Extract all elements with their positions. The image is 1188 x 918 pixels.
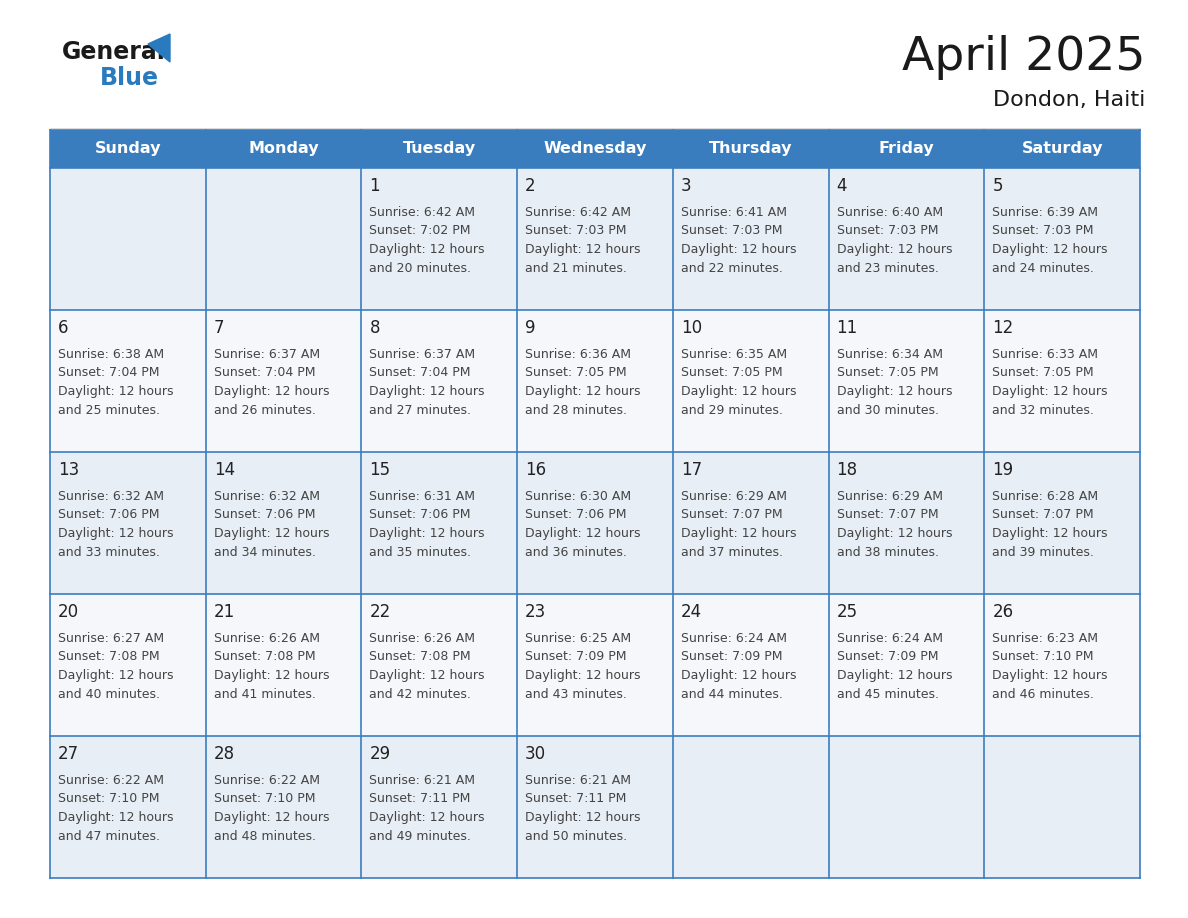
Bar [50,736,1140,878]
Text: Sunrise: 6:42 AM
Sunset: 7:03 PM
Daylight: 12 hours
and 21 minutes.: Sunrise: 6:42 AM Sunset: 7:03 PM Dayligh… [525,206,640,274]
Text: Sunrise: 6:23 AM
Sunset: 7:10 PM
Daylight: 12 hours
and 46 minutes.: Sunrise: 6:23 AM Sunset: 7:10 PM Dayligh… [992,632,1107,700]
Text: April 2025: April 2025 [902,36,1145,81]
Text: 4: 4 [836,177,847,195]
Text: Tuesday: Tuesday [403,141,476,156]
Text: Sunrise: 6:33 AM
Sunset: 7:05 PM
Daylight: 12 hours
and 32 minutes.: Sunrise: 6:33 AM Sunset: 7:05 PM Dayligh… [992,348,1107,417]
Text: Sunrise: 6:41 AM
Sunset: 7:03 PM
Daylight: 12 hours
and 22 minutes.: Sunrise: 6:41 AM Sunset: 7:03 PM Dayligh… [681,206,796,274]
Text: Sunrise: 6:31 AM
Sunset: 7:06 PM
Daylight: 12 hours
and 35 minutes.: Sunrise: 6:31 AM Sunset: 7:06 PM Dayligh… [369,490,485,558]
Text: Sunrise: 6:35 AM
Sunset: 7:05 PM
Daylight: 12 hours
and 29 minutes.: Sunrise: 6:35 AM Sunset: 7:05 PM Dayligh… [681,348,796,417]
Text: Sunrise: 6:28 AM
Sunset: 7:07 PM
Daylight: 12 hours
and 39 minutes.: Sunrise: 6:28 AM Sunset: 7:07 PM Dayligh… [992,490,1107,558]
Text: 20: 20 [58,603,80,621]
Text: Sunrise: 6:30 AM
Sunset: 7:06 PM
Daylight: 12 hours
and 36 minutes.: Sunrise: 6:30 AM Sunset: 7:06 PM Dayligh… [525,490,640,558]
Bar [50,594,1140,736]
Text: Sunrise: 6:24 AM
Sunset: 7:09 PM
Daylight: 12 hours
and 44 minutes.: Sunrise: 6:24 AM Sunset: 7:09 PM Dayligh… [681,632,796,700]
Text: 1: 1 [369,177,380,195]
Text: Friday: Friday [879,141,934,156]
Text: Blue: Blue [100,66,159,90]
Text: 7: 7 [214,319,225,337]
Text: Sunrise: 6:34 AM
Sunset: 7:05 PM
Daylight: 12 hours
and 30 minutes.: Sunrise: 6:34 AM Sunset: 7:05 PM Dayligh… [836,348,952,417]
Text: Sunrise: 6:39 AM
Sunset: 7:03 PM
Daylight: 12 hours
and 24 minutes.: Sunrise: 6:39 AM Sunset: 7:03 PM Dayligh… [992,206,1107,274]
Text: 6: 6 [58,319,69,337]
Text: 23: 23 [525,603,546,621]
Text: 10: 10 [681,319,702,337]
Text: 17: 17 [681,461,702,479]
Text: Sunrise: 6:32 AM
Sunset: 7:06 PM
Daylight: 12 hours
and 34 minutes.: Sunrise: 6:32 AM Sunset: 7:06 PM Dayligh… [214,490,329,558]
Text: Sunrise: 6:37 AM
Sunset: 7:04 PM
Daylight: 12 hours
and 27 minutes.: Sunrise: 6:37 AM Sunset: 7:04 PM Dayligh… [369,348,485,417]
Text: 27: 27 [58,745,80,763]
Text: 18: 18 [836,461,858,479]
Text: 28: 28 [214,745,235,763]
Text: 11: 11 [836,319,858,337]
Text: 26: 26 [992,603,1013,621]
Text: Sunrise: 6:37 AM
Sunset: 7:04 PM
Daylight: 12 hours
and 26 minutes.: Sunrise: 6:37 AM Sunset: 7:04 PM Dayligh… [214,348,329,417]
Text: Sunrise: 6:40 AM
Sunset: 7:03 PM
Daylight: 12 hours
and 23 minutes.: Sunrise: 6:40 AM Sunset: 7:03 PM Dayligh… [836,206,952,274]
Text: Sunrise: 6:27 AM
Sunset: 7:08 PM
Daylight: 12 hours
and 40 minutes.: Sunrise: 6:27 AM Sunset: 7:08 PM Dayligh… [58,632,173,700]
Text: 2: 2 [525,177,536,195]
Text: 5: 5 [992,177,1003,195]
Text: Sunday: Sunday [95,141,162,156]
Text: Sunrise: 6:24 AM
Sunset: 7:09 PM
Daylight: 12 hours
and 45 minutes.: Sunrise: 6:24 AM Sunset: 7:09 PM Dayligh… [836,632,952,700]
Text: 24: 24 [681,603,702,621]
Text: Dondon, Haiti: Dondon, Haiti [993,90,1145,110]
Polygon shape [148,34,170,62]
Text: 12: 12 [992,319,1013,337]
Text: Sunrise: 6:25 AM
Sunset: 7:09 PM
Daylight: 12 hours
and 43 minutes.: Sunrise: 6:25 AM Sunset: 7:09 PM Dayligh… [525,632,640,700]
Text: Sunrise: 6:36 AM
Sunset: 7:05 PM
Daylight: 12 hours
and 28 minutes.: Sunrise: 6:36 AM Sunset: 7:05 PM Dayligh… [525,348,640,417]
Text: Sunrise: 6:26 AM
Sunset: 7:08 PM
Daylight: 12 hours
and 41 minutes.: Sunrise: 6:26 AM Sunset: 7:08 PM Dayligh… [214,632,329,700]
Text: 14: 14 [214,461,235,479]
Text: Saturday: Saturday [1022,141,1102,156]
Text: Sunrise: 6:38 AM
Sunset: 7:04 PM
Daylight: 12 hours
and 25 minutes.: Sunrise: 6:38 AM Sunset: 7:04 PM Dayligh… [58,348,173,417]
Text: Wednesday: Wednesday [543,141,646,156]
Text: General: General [62,40,166,64]
Text: 30: 30 [525,745,546,763]
Text: Thursday: Thursday [709,141,792,156]
Text: Sunrise: 6:32 AM
Sunset: 7:06 PM
Daylight: 12 hours
and 33 minutes.: Sunrise: 6:32 AM Sunset: 7:06 PM Dayligh… [58,490,173,558]
Text: Sunrise: 6:26 AM
Sunset: 7:08 PM
Daylight: 12 hours
and 42 minutes.: Sunrise: 6:26 AM Sunset: 7:08 PM Dayligh… [369,632,485,700]
Text: Sunrise: 6:21 AM
Sunset: 7:11 PM
Daylight: 12 hours
and 49 minutes.: Sunrise: 6:21 AM Sunset: 7:11 PM Dayligh… [369,774,485,843]
Text: 19: 19 [992,461,1013,479]
Text: 29: 29 [369,745,391,763]
Bar [50,452,1140,594]
Text: Sunrise: 6:22 AM
Sunset: 7:10 PM
Daylight: 12 hours
and 47 minutes.: Sunrise: 6:22 AM Sunset: 7:10 PM Dayligh… [58,774,173,843]
Text: 3: 3 [681,177,691,195]
Bar [50,310,1140,452]
Text: Sunrise: 6:29 AM
Sunset: 7:07 PM
Daylight: 12 hours
and 38 minutes.: Sunrise: 6:29 AM Sunset: 7:07 PM Dayligh… [836,490,952,558]
Text: Monday: Monday [248,141,318,156]
Text: 8: 8 [369,319,380,337]
Text: Sunrise: 6:29 AM
Sunset: 7:07 PM
Daylight: 12 hours
and 37 minutes.: Sunrise: 6:29 AM Sunset: 7:07 PM Dayligh… [681,490,796,558]
Text: Sunrise: 6:21 AM
Sunset: 7:11 PM
Daylight: 12 hours
and 50 minutes.: Sunrise: 6:21 AM Sunset: 7:11 PM Dayligh… [525,774,640,843]
Text: Sunrise: 6:42 AM
Sunset: 7:02 PM
Daylight: 12 hours
and 20 minutes.: Sunrise: 6:42 AM Sunset: 7:02 PM Dayligh… [369,206,485,274]
Text: 16: 16 [525,461,546,479]
Text: 25: 25 [836,603,858,621]
Bar [50,168,1140,310]
Text: 13: 13 [58,461,80,479]
Text: 9: 9 [525,319,536,337]
Text: 22: 22 [369,603,391,621]
Bar [50,130,1140,168]
Text: 15: 15 [369,461,391,479]
Text: Sunrise: 6:22 AM
Sunset: 7:10 PM
Daylight: 12 hours
and 48 minutes.: Sunrise: 6:22 AM Sunset: 7:10 PM Dayligh… [214,774,329,843]
Text: 21: 21 [214,603,235,621]
